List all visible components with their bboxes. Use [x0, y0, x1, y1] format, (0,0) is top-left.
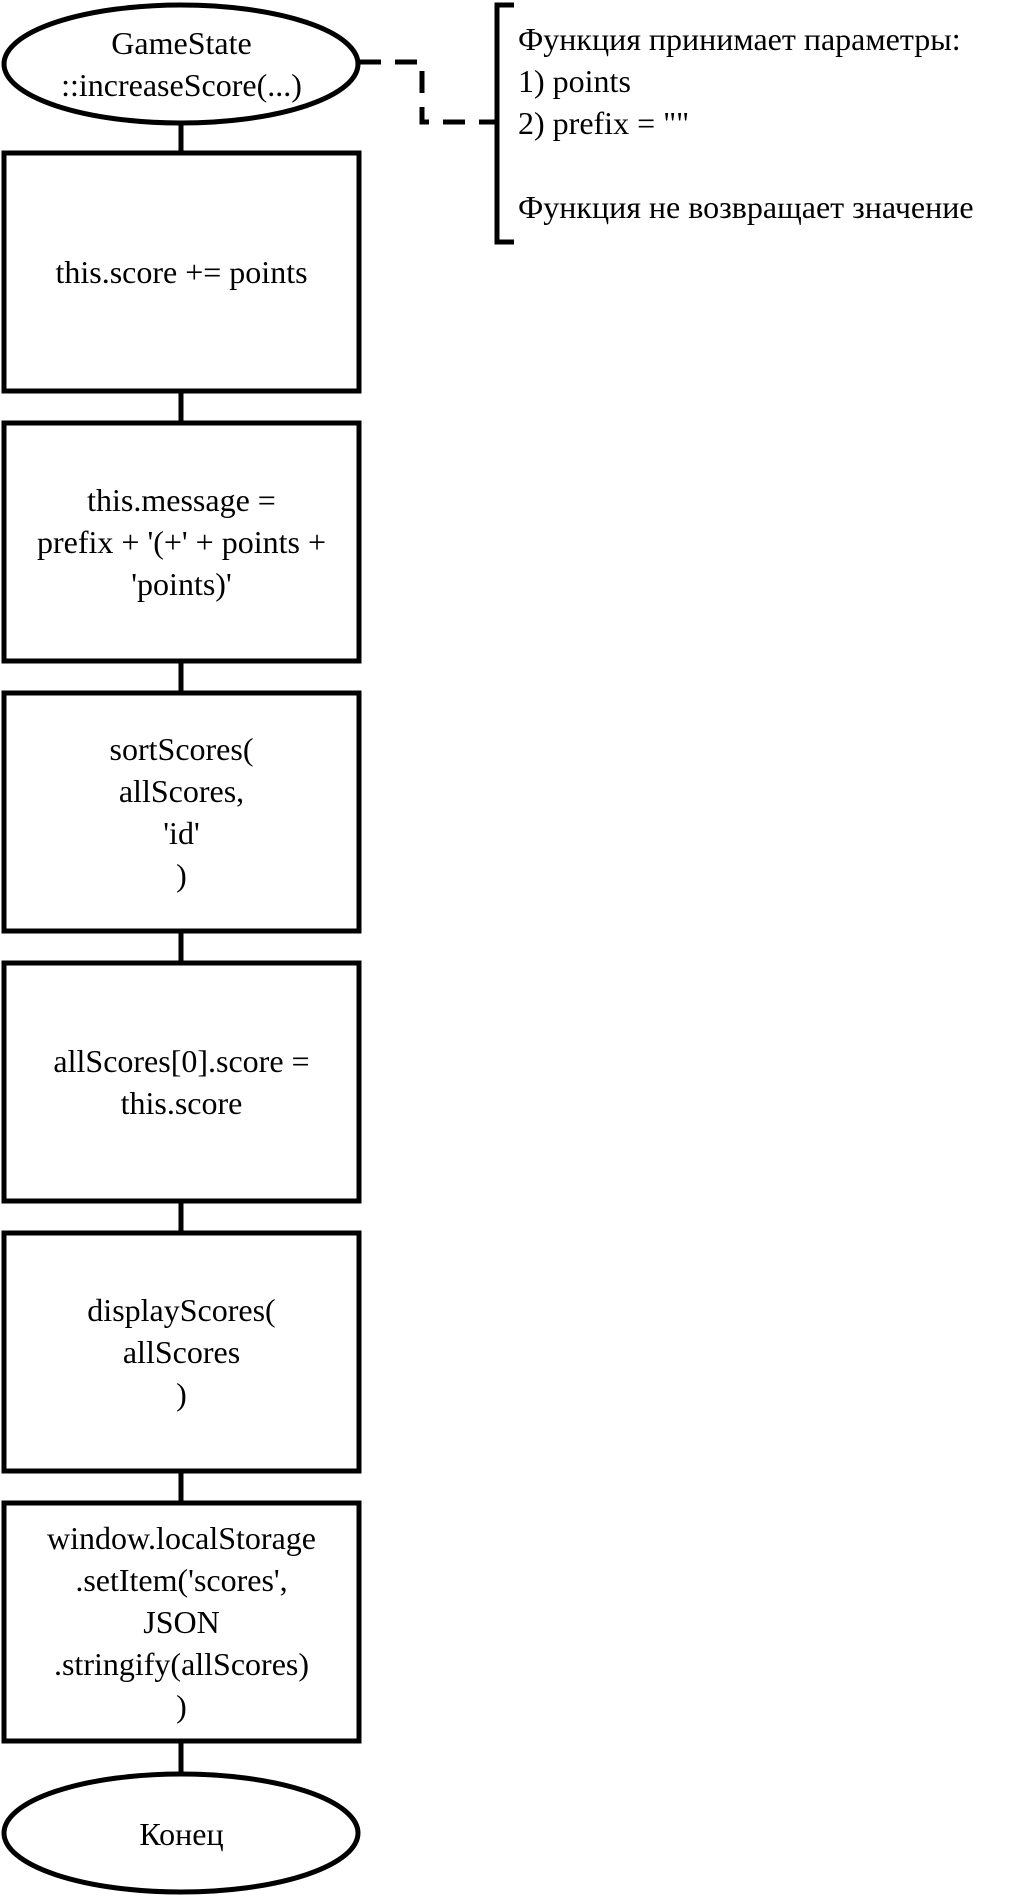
step-1-label: this.score += points — [8, 157, 355, 387]
step-5-label: displayScores( allScores ) — [8, 1237, 355, 1467]
start-label: GameState ::increaseScore(...) — [14, 10, 349, 118]
comment-bracket — [497, 5, 514, 242]
end-label: Конец — [14, 1780, 349, 1888]
function-comment: Функция принимает параметры: 1) points 2… — [518, 18, 1028, 228]
step-4-label: allScores[0].score = this.score — [8, 967, 355, 1197]
step-3-label: sortScores( allScores, 'id' ) — [8, 697, 355, 927]
comment-connector-dashed — [359, 62, 497, 122]
step-6-label: window.localStorage .setItem('scores', J… — [8, 1507, 355, 1737]
step-2-label: this.message = prefix + '(+' + points + … — [8, 427, 355, 657]
